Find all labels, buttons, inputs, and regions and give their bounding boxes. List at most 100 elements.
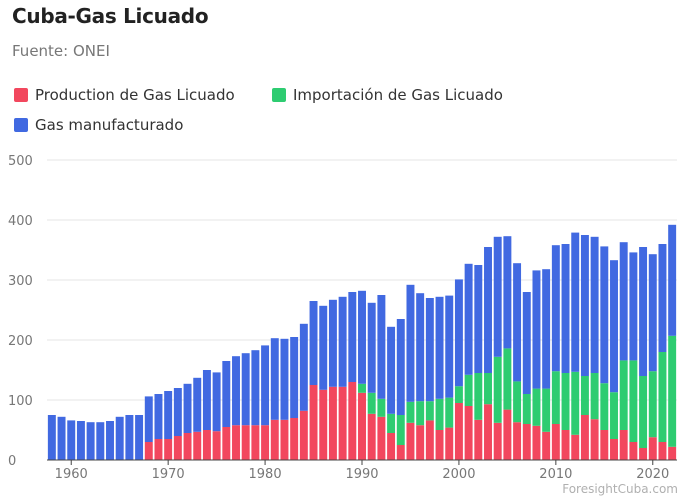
chart-bars — [47, 224, 677, 460]
bar-manufacturado-1973 — [193, 377, 202, 432]
bar-importacion-2017 — [619, 360, 628, 430]
bar-production-2011 — [561, 430, 570, 460]
bar-importacion-2019 — [639, 376, 648, 448]
bar-manufacturado-1959 — [57, 416, 66, 460]
bar-manufacturado-2021 — [658, 244, 667, 352]
bar-importacion-2015 — [600, 383, 609, 430]
bar-manufacturado-2015 — [600, 246, 609, 384]
bar-production-1985 — [309, 385, 318, 460]
bar-manufacturado-1980 — [261, 345, 270, 426]
legend-label-importacion: Importación de Gas Licuado — [293, 86, 503, 104]
bar-importacion-1994 — [396, 415, 405, 445]
bar-production-1993 — [387, 433, 396, 460]
legend-swatch-importacion — [272, 88, 286, 102]
legend-item-importacion[interactable]: Importación de Gas Licuado — [272, 86, 503, 104]
bar-manufacturado-1987 — [328, 299, 337, 387]
bar-manufacturado-1981 — [270, 338, 279, 420]
bar-production-1983 — [290, 418, 299, 460]
bar-importacion-2014 — [590, 373, 599, 420]
bar-manufacturado-2002 — [474, 265, 483, 373]
bar-production-2015 — [600, 430, 609, 460]
bar-production-2000 — [454, 403, 463, 460]
bar-production-2010 — [551, 424, 560, 460]
bar-manufacturado-1996 — [416, 293, 425, 402]
bar-manufacturado-1979 — [251, 350, 260, 426]
x-tick-label-1970: 1970 — [152, 467, 185, 482]
bar-manufacturado-2000 — [454, 279, 463, 387]
bar-importacion-2021 — [658, 352, 667, 442]
bar-production-1980 — [261, 425, 270, 460]
bar-production-1978 — [241, 425, 250, 460]
bar-manufacturado-1961 — [76, 421, 85, 460]
bar-importacion-2008 — [532, 388, 541, 426]
bar-manufacturado-1977 — [232, 356, 240, 426]
bar-importacion-1995 — [406, 401, 415, 423]
bar-production-1968 — [144, 442, 153, 460]
bar-production-1984 — [299, 410, 308, 460]
bar-manufacturado-2003 — [484, 247, 492, 373]
bar-manufacturado-1984 — [299, 323, 308, 411]
x-tick-label-1990: 1990 — [345, 467, 378, 482]
bar-manufacturado-1958 — [47, 415, 56, 460]
chart-axes: 0 100 200 300 400 500 1960 1970 1980 1990 2000 2010… — [8, 154, 677, 482]
bar-importacion-2005 — [503, 348, 512, 410]
bar-production-1988 — [338, 386, 347, 460]
bar-importacion-2011 — [561, 373, 570, 430]
bar-manufacturado-2014 — [590, 236, 599, 373]
bar-manufacturado-1969 — [154, 394, 163, 439]
bar-manufacturado-1983 — [290, 337, 299, 418]
bar-manufacturado-1972 — [183, 383, 192, 433]
legend-item-manufacturado[interactable]: Gas manufacturado — [14, 116, 183, 134]
bar-production-1970 — [164, 439, 173, 460]
bar-importacion-2022 — [668, 335, 677, 447]
bar-production-1981 — [270, 419, 279, 460]
bar-importacion-1998 — [435, 398, 444, 430]
y-tick-label-500: 500 — [8, 154, 33, 169]
bar-manufacturado-2008 — [532, 270, 541, 389]
bar-importacion-1992 — [377, 398, 386, 417]
bar-manufacturado-2005 — [503, 236, 512, 349]
bar-manufacturado-1964 — [106, 421, 114, 460]
bar-importacion-2020 — [648, 371, 657, 438]
bar-production-2016 — [610, 439, 618, 460]
bar-manufacturado-1968 — [144, 396, 153, 442]
x-tick-label-2020: 2020 — [636, 467, 669, 482]
bar-production-2014 — [590, 419, 599, 460]
bar-manufacturado-1978 — [241, 353, 250, 426]
bar-production-2007 — [522, 424, 531, 460]
bar-production-1969 — [154, 439, 163, 460]
bar-manufacturado-1960 — [67, 420, 76, 460]
bar-production-2017 — [619, 430, 628, 460]
bar-manufacturado-1991 — [367, 302, 376, 393]
bar-production-1971 — [173, 436, 182, 460]
bar-importacion-1997 — [425, 401, 434, 421]
legend-item-production[interactable]: Production de Gas Licuado — [14, 86, 235, 104]
bar-production-1979 — [251, 425, 260, 460]
bar-production-1992 — [377, 416, 386, 460]
bar-production-1996 — [416, 425, 425, 460]
bar-importacion-2001 — [464, 374, 473, 406]
bar-production-2002 — [474, 419, 483, 460]
y-tick-label-0: 0 — [8, 454, 16, 469]
bar-production-1977 — [232, 425, 240, 460]
x-tick-label-1960: 1960 — [55, 467, 88, 482]
y-tick-label-400: 400 — [8, 214, 33, 229]
bar-importacion-2010 — [551, 371, 560, 424]
bar-production-2018 — [629, 442, 638, 460]
bar-production-1974 — [202, 430, 211, 460]
bar-manufacturado-1999 — [445, 295, 454, 398]
legend-swatch-production — [14, 88, 28, 102]
bar-production-1975 — [212, 431, 221, 460]
bar-production-1989 — [348, 382, 357, 460]
bar-production-2021 — [658, 442, 667, 460]
bar-production-1976 — [222, 427, 231, 460]
bar-manufacturado-1976 — [222, 361, 231, 427]
bar-production-2019 — [639, 448, 648, 460]
bar-manufacturado-1975 — [212, 372, 221, 432]
bar-manufacturado-2004 — [493, 236, 502, 357]
y-tick-label-200: 200 — [8, 334, 33, 349]
bar-production-2006 — [513, 422, 522, 460]
bar-production-2001 — [464, 406, 473, 460]
bar-production-2005 — [503, 409, 512, 460]
bar-manufacturado-1962 — [86, 422, 95, 460]
